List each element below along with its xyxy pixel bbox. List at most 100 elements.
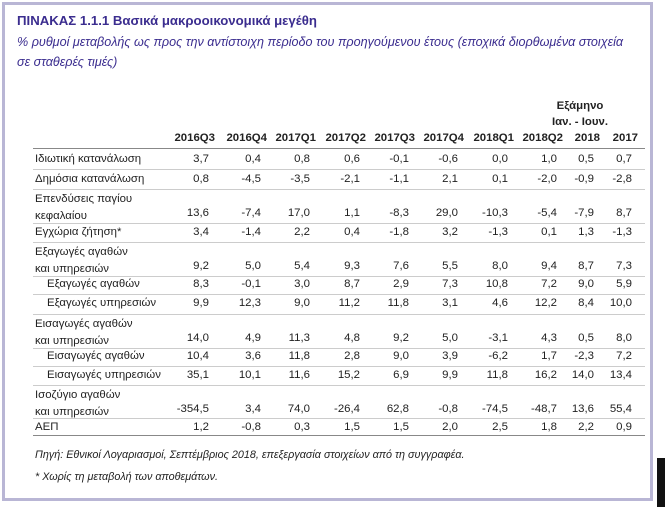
table-cell: 11,3 [288, 332, 310, 344]
page-edge [657, 458, 665, 507]
table-cell: -0,1 [241, 278, 261, 290]
table-cell: 0,8 [193, 173, 209, 185]
table-cell: 2,8 [344, 350, 360, 362]
table-cell: 3,6 [245, 350, 261, 362]
column-header: 2018Q2 [522, 132, 563, 144]
table-cell: 14,0 [571, 369, 594, 381]
table-cell: 62,8 [386, 403, 409, 415]
table-cell: 11,8 [387, 297, 409, 309]
table-cell: 3,4 [193, 226, 209, 238]
table-cell: 0,1 [541, 226, 557, 238]
table-cell: 4,3 [541, 332, 557, 344]
table-cell: 4,9 [245, 332, 261, 344]
table-cell: 9,0 [578, 278, 594, 290]
table-cell: 5,9 [616, 278, 632, 290]
table-cell: 10,0 [609, 297, 632, 309]
row-label: Ιδιωτική κατανάλωση [35, 153, 142, 165]
table-cell: -10,3 [482, 207, 508, 219]
table-cell: 13,6 [186, 207, 209, 219]
row-label-line1: Εισαγωγές αγαθών [35, 318, 133, 330]
table-cell: 1,2 [193, 421, 209, 433]
row-label: Εξαγωγές αγαθών και υπηρεσιών [35, 244, 128, 278]
table-cell: 4,8 [344, 332, 360, 344]
table-cell: 8,4 [578, 297, 594, 309]
table-cell: 1,1 [344, 207, 360, 219]
table-cell: 6,9 [393, 369, 409, 381]
table-cell: -0,9 [574, 173, 594, 185]
table-cell: -48,7 [531, 403, 557, 415]
table-cell: 10,8 [485, 278, 508, 290]
row-divider [33, 276, 645, 277]
row-label-line2: και υπηρεσιών [35, 406, 109, 418]
table-cell: 8,7 [578, 260, 594, 272]
table-cell: 5,0 [245, 260, 261, 272]
table-cell: 4,6 [492, 297, 508, 309]
table-cell: 0,5 [578, 332, 594, 344]
bottom-divider [33, 435, 645, 436]
table-cell: 9,0 [294, 297, 310, 309]
table-cell: -0,1 [389, 153, 409, 165]
table-cell: 0,8 [294, 153, 310, 165]
column-header: 2018Q1 [473, 132, 514, 144]
table-cell: 0,1 [492, 173, 508, 185]
table-cell: 2,2 [578, 421, 594, 433]
table-cell: -1,4 [241, 226, 261, 238]
table-cell: 5,5 [442, 260, 458, 272]
table-cell: -3,5 [290, 173, 310, 185]
table-cell: -1,8 [389, 226, 409, 238]
table-cell: 2,5 [492, 421, 508, 433]
table-cell: -0,8 [438, 403, 458, 415]
table-cell: 0,3 [294, 421, 310, 433]
row-divider [33, 385, 645, 386]
table-cell: 3,9 [442, 350, 458, 362]
table-cell: -5,4 [537, 207, 557, 219]
table-cell: 9,0 [393, 350, 409, 362]
table-cell: 1,5 [393, 421, 409, 433]
row-divider [33, 366, 645, 367]
table-cell: 1,5 [344, 421, 360, 433]
table-cell: -7,4 [241, 207, 261, 219]
table-cell: 9,2 [393, 332, 409, 344]
table-title: ΠΙΝΑΚΑΣ 1.1.1 Βασικά μακροοικονομικά μεγ… [17, 13, 317, 28]
table-cell: 2,1 [442, 173, 458, 185]
table-cell: -2,1 [340, 173, 360, 185]
table-cell: 7,3 [442, 278, 458, 290]
table-cell: 8,3 [193, 278, 209, 290]
table-cell: 3,2 [442, 226, 458, 238]
row-label: Εισαγωγές υπηρεσιών [47, 369, 161, 381]
table-cell: -26,4 [334, 403, 360, 415]
table-cell: 12,2 [534, 297, 557, 309]
table-cell: 3,4 [245, 403, 261, 415]
row-label: Επενδύσεις παγίου κεφαλαίου [35, 191, 132, 225]
table-cell: -2,0 [537, 173, 557, 185]
row-divider [33, 189, 645, 190]
table-cell: 9,4 [541, 260, 557, 272]
table-cell: 7,2 [616, 350, 632, 362]
table-cell: 3,0 [294, 278, 310, 290]
row-divider [33, 169, 645, 170]
column-header: 2017Q2 [325, 132, 366, 144]
table-cell: 1,3 [578, 226, 594, 238]
table-cell: 9,2 [193, 260, 209, 272]
table-cell: 5,0 [442, 332, 458, 344]
table-cell: 0,9 [616, 421, 632, 433]
table-cell: 74,0 [287, 403, 310, 415]
footnote: * Χωρίς τη μεταβολή των αποθεμάτων. [35, 471, 218, 483]
column-header: 2017Q4 [423, 132, 464, 144]
row-label-line2: και υπηρεσιών [35, 335, 109, 347]
row-label-line2: κεφαλαίου [35, 210, 87, 222]
row-label: Εισαγωγές αγαθών και υπηρεσιών [35, 316, 133, 350]
table-cell: -1,3 [488, 226, 508, 238]
table-subtitle: % ρυθμοί μεταβολής ως προς την αντίστοιχ… [17, 35, 624, 69]
table-cell: -354,5 [176, 403, 209, 415]
header-group-line2: Ιαν. - Ιουν. [551, 116, 609, 128]
table-cell: -6,2 [488, 350, 508, 362]
row-label: Εξαγωγές υπηρεσιών [47, 297, 157, 309]
row-label: Δημόσια κατανάλωση [35, 173, 145, 185]
table-cell: 8,7 [344, 278, 360, 290]
row-divider [33, 418, 645, 419]
table-cell: 7,6 [393, 260, 409, 272]
table-cell: 0,0 [492, 153, 508, 165]
table-cell: 7,2 [541, 278, 557, 290]
table-cell: 9,9 [442, 369, 458, 381]
